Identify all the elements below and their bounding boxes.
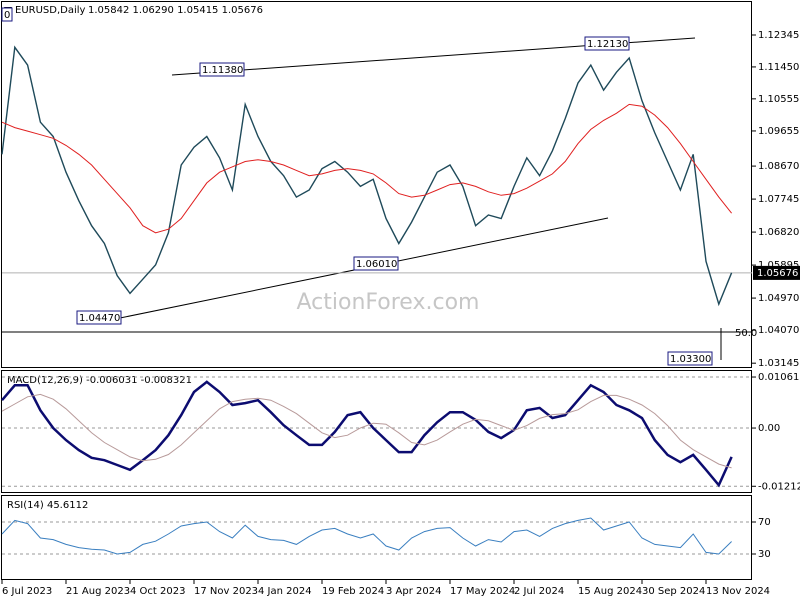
- annotation: 1.12130: [587, 39, 628, 50]
- last-price-label: 1.05676: [757, 268, 798, 279]
- x-tick-label: 19 Feb 2024: [322, 586, 384, 597]
- x-tick-label: 15 Aug 2024: [578, 586, 642, 597]
- macd-frame: [1, 370, 752, 493]
- x-tick-label: 13 Nov 2024: [706, 586, 770, 597]
- price-frame: [1, 1, 752, 368]
- series-line: [1, 380, 733, 488]
- frames: [1, 1, 752, 580]
- y-tick-label: 70: [758, 517, 771, 528]
- annotation: 0: [4, 10, 10, 21]
- annotation-box: [584, 36, 630, 51]
- x-tick-label: 3 Apr 2024: [386, 586, 441, 597]
- x-tick-label: 4 Jan 2024: [258, 586, 312, 597]
- series-line: [1, 45, 733, 307]
- y-tick-label: 0.00: [758, 423, 780, 434]
- y-tick-label: 1.08670: [758, 161, 799, 172]
- symbol-title: EURUSD,Daily: [15, 5, 86, 16]
- x-tick-label: 30 Sep 2024: [642, 586, 705, 597]
- rsi-title: RSI(14) 45.6112: [7, 500, 88, 511]
- y-tick-label: 1.04970: [758, 293, 799, 304]
- x-tick-label: 4 Oct 2023: [130, 586, 185, 597]
- y-tick-label: 1.06820: [758, 227, 799, 238]
- y-tick-label: 1.11450: [758, 62, 799, 73]
- series-line: [1, 517, 732, 555]
- annotation: 1.03300: [670, 354, 711, 365]
- annotation-box: [199, 62, 245, 77]
- x-tick-label: 17 Nov 2023: [194, 586, 258, 597]
- y-tick-label: -0.01212: [758, 481, 800, 492]
- ohlc-header: 1.05842 1.06290 1.05415 1.05676: [88, 5, 263, 16]
- series-line: [1, 393, 732, 469]
- watermark: ActionForex.com: [297, 290, 480, 315]
- series-line: [1, 103, 732, 234]
- y-tick-label: 1.09655: [758, 126, 799, 137]
- y-tick-label: 1.03145: [758, 358, 799, 369]
- x-tick-label: 17 May 2024: [450, 586, 515, 597]
- macd-title: MACD(12,26,9) -0.006031 -0.008321: [7, 375, 192, 386]
- annotation: 50.0: [735, 328, 757, 339]
- annotation-box: [1, 7, 13, 22]
- annotation: 1.06010: [356, 259, 397, 270]
- x-tick-label: 21 Aug 2023: [66, 586, 130, 597]
- annotation-box: [353, 256, 399, 271]
- annotations: 0 1.11380 1.12130 1.06010 1.04470 1.03300 50.0: [1, 7, 757, 366]
- x-tick-label: 2 Jul 2024: [514, 586, 564, 597]
- annotation-box: [76, 310, 122, 325]
- x-tick-label: 6 Jul 2023: [2, 586, 52, 597]
- annotation-box: [667, 351, 713, 366]
- annotation: 1.11380: [202, 65, 243, 76]
- rsi-frame: [1, 495, 752, 580]
- y-tick-label: 1.05895: [758, 260, 799, 271]
- last-price-box: [753, 265, 800, 280]
- y-tick-label: 1.12345: [758, 30, 799, 41]
- y-tick-label: 1.07745: [758, 194, 799, 205]
- y-tick-label: 1.04070: [758, 325, 799, 336]
- y-tick-label: 30: [758, 549, 771, 560]
- y-tick-label: 1.10555: [758, 94, 799, 105]
- y-tick-label: 0.010618: [758, 372, 800, 383]
- annotation: 1.04470: [79, 313, 120, 324]
